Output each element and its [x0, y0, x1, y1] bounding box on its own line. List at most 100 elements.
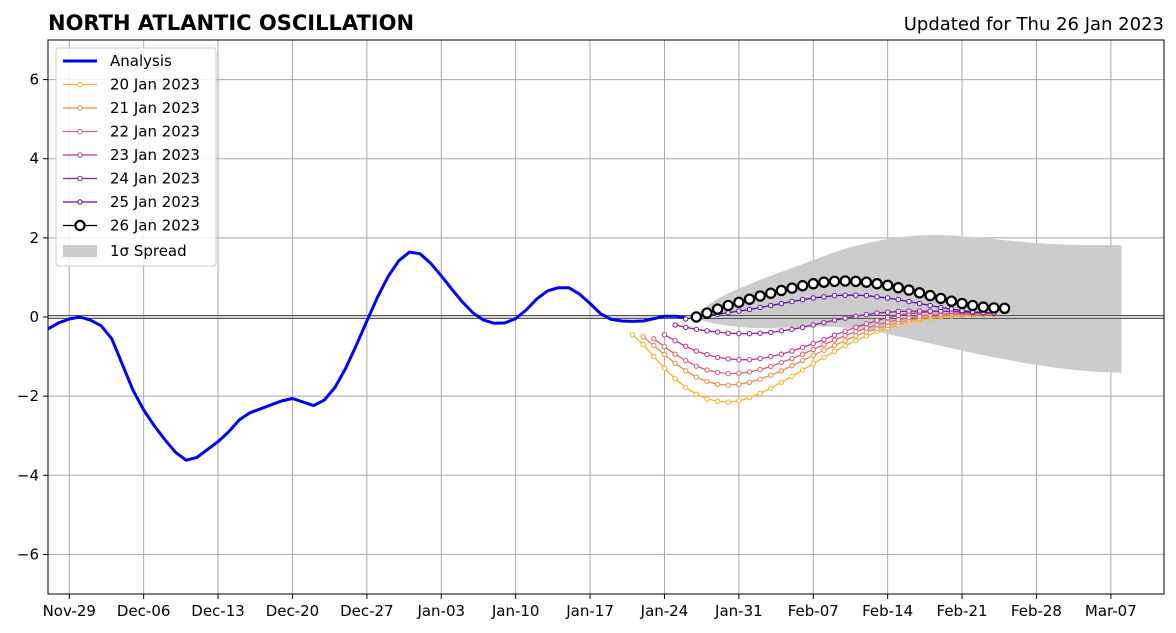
series-point [895, 296, 901, 303]
series-point [874, 317, 880, 324]
series-point [746, 379, 753, 385]
y-tick-label: 4 [29, 150, 39, 168]
series-point [789, 348, 795, 354]
series-point [704, 378, 710, 385]
series-point [810, 322, 816, 328]
series-point [690, 311, 703, 323]
legend-label: 1σ Spread [110, 242, 187, 260]
series-point [821, 336, 827, 343]
series-point [693, 326, 700, 332]
series-point [842, 343, 848, 349]
series-point [863, 292, 870, 299]
series-point [895, 317, 901, 323]
series-point [704, 351, 710, 358]
series-point [736, 370, 742, 376]
series-point [693, 348, 700, 354]
series-point [863, 325, 870, 331]
series-point [651, 336, 657, 342]
legend-marker [77, 199, 83, 205]
x-tick-label: Jan-10 [491, 602, 540, 620]
series-point [988, 302, 1000, 314]
series-point [746, 369, 753, 375]
legend-marker [77, 81, 83, 88]
legend-label: 24 Jan 2023 [110, 170, 200, 188]
series-point [789, 355, 795, 362]
series-point [778, 368, 785, 374]
series-point [775, 284, 788, 297]
series-point [736, 381, 742, 387]
series-point [704, 396, 710, 402]
legend-marker [77, 152, 83, 158]
x-tick-label: Jan-17 [565, 602, 614, 620]
x-tick-label: Jan-03 [416, 602, 465, 620]
y-tick-label: −6 [17, 545, 39, 563]
x-tick-label: Jan-31 [714, 602, 763, 620]
x-tick-label: Dec-06 [117, 602, 171, 620]
series-point [927, 302, 933, 309]
series-point [927, 308, 933, 314]
x-tick-label: Nov-29 [43, 602, 96, 620]
series-line [48, 250, 686, 462]
series-point [948, 306, 955, 312]
legend-label: 25 Jan 2023 [110, 193, 200, 211]
series-point [765, 287, 777, 299]
series-point [821, 342, 827, 348]
series-point [778, 328, 785, 334]
series-point [935, 292, 947, 305]
series-point [895, 308, 901, 315]
series-point [778, 300, 785, 307]
y-tick-label: 2 [29, 229, 39, 247]
series-point [863, 311, 870, 318]
legend-label: 26 Jan 2023 [110, 217, 200, 235]
series-point [768, 363, 774, 370]
series-point [842, 328, 848, 334]
series-point [683, 368, 689, 374]
series-point [672, 351, 678, 357]
series-point [672, 376, 678, 382]
series-point [778, 359, 785, 366]
series-point [693, 374, 700, 380]
series-point [839, 275, 851, 287]
x-tick-label: Feb-07 [788, 602, 839, 620]
series-point [906, 308, 912, 314]
series-point [810, 340, 816, 347]
series-point [725, 382, 731, 388]
series-point [640, 342, 646, 348]
series-point [683, 316, 689, 322]
series-point [661, 343, 668, 350]
legend: Analysis 20 Jan 2023 21 Jan 2023 22 Jan 202… [55, 47, 217, 267]
series-point [714, 369, 721, 376]
series-point [768, 385, 774, 391]
y-tick-label: −4 [17, 466, 39, 484]
series-point [821, 294, 827, 300]
series-lines [48, 250, 1011, 462]
chart-title: NORTH ATLANTIC OSCILLATION [48, 11, 414, 35]
y-tick-label: 6 [29, 71, 39, 89]
series-point [722, 299, 734, 312]
series-point [874, 322, 880, 328]
legend-entry: Analysis [63, 52, 172, 70]
series-point [831, 332, 838, 338]
series-point [853, 333, 859, 339]
series-point [757, 304, 763, 311]
series-point [874, 310, 880, 316]
series-point [661, 365, 668, 372]
series-point [754, 290, 766, 302]
series-point [725, 399, 731, 405]
legend-entry: 24 Jan 2023 [63, 170, 200, 188]
x-tick-label: Feb-21 [937, 602, 988, 620]
series-point [924, 289, 936, 302]
series-point [733, 296, 745, 309]
series-point [693, 363, 700, 369]
series-point [746, 395, 753, 401]
legend-swatch [63, 245, 97, 257]
series-point [807, 278, 819, 290]
series-point [725, 370, 731, 377]
x-tick-label: Feb-14 [862, 602, 913, 620]
series-point [661, 332, 668, 338]
series-point [842, 292, 848, 298]
series-point [651, 342, 657, 349]
legend-marker [77, 128, 83, 135]
series-point [714, 381, 721, 387]
